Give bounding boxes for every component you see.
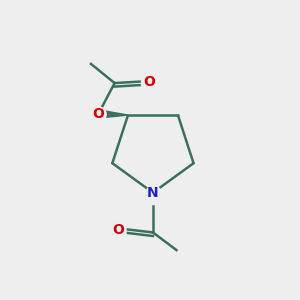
Polygon shape: [98, 110, 128, 118]
Text: N: N: [147, 186, 159, 200]
Text: O: O: [112, 223, 124, 236]
Text: O: O: [143, 75, 155, 88]
Text: O: O: [92, 107, 104, 121]
